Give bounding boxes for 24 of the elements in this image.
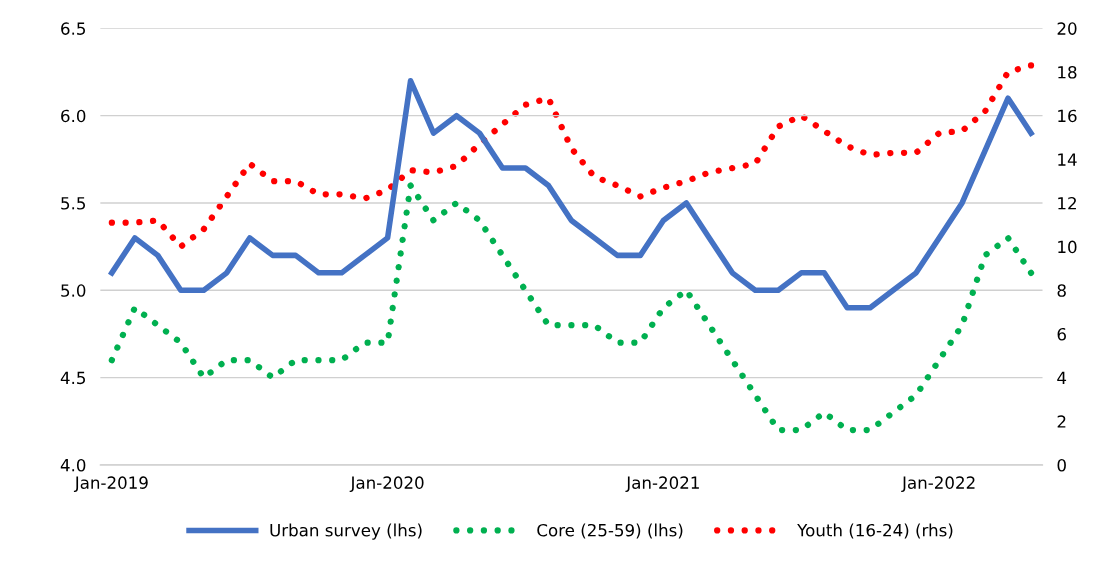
y-tick-label: 4.0	[60, 458, 86, 472]
y-tick-label: 5.5	[61, 197, 86, 210]
legend-label: Core (25-59) (lhs)	[537, 523, 683, 539]
y-tick-label: 6.0	[61, 109, 86, 123]
y-tick-label: 6.5	[61, 22, 86, 35]
y2-tick-label: 18	[1058, 65, 1077, 79]
y2-tick-label: 4	[1057, 371, 1067, 384]
y2-tick-label: 8	[1057, 284, 1066, 297]
y2-tick-label: 2	[1057, 415, 1066, 428]
y2-tick-label: 10	[1058, 240, 1077, 254]
y2-tick-label: 12	[1058, 196, 1076, 210]
legend-label: Urban survey (lhs)	[270, 523, 422, 540]
y2-tick-label: 16	[1058, 109, 1077, 123]
legend-label: Youth (16-24) (rhs)	[797, 523, 953, 539]
x-tick-label: Jan-2020	[349, 476, 424, 493]
x-tick-label: Jan-2022	[901, 476, 975, 493]
x-tick-label: Jan-2019	[73, 476, 148, 493]
y2-tick-label: 20	[1057, 22, 1077, 35]
y2-tick-label: 14	[1058, 153, 1077, 166]
y-tick-label: 4.5	[60, 371, 86, 385]
y2-tick-label: 0	[1057, 458, 1066, 472]
y-tick-label: 5.0	[61, 284, 86, 297]
x-tick-label: Jan-2021	[625, 476, 699, 493]
y2-tick-label: 6	[1057, 327, 1066, 341]
